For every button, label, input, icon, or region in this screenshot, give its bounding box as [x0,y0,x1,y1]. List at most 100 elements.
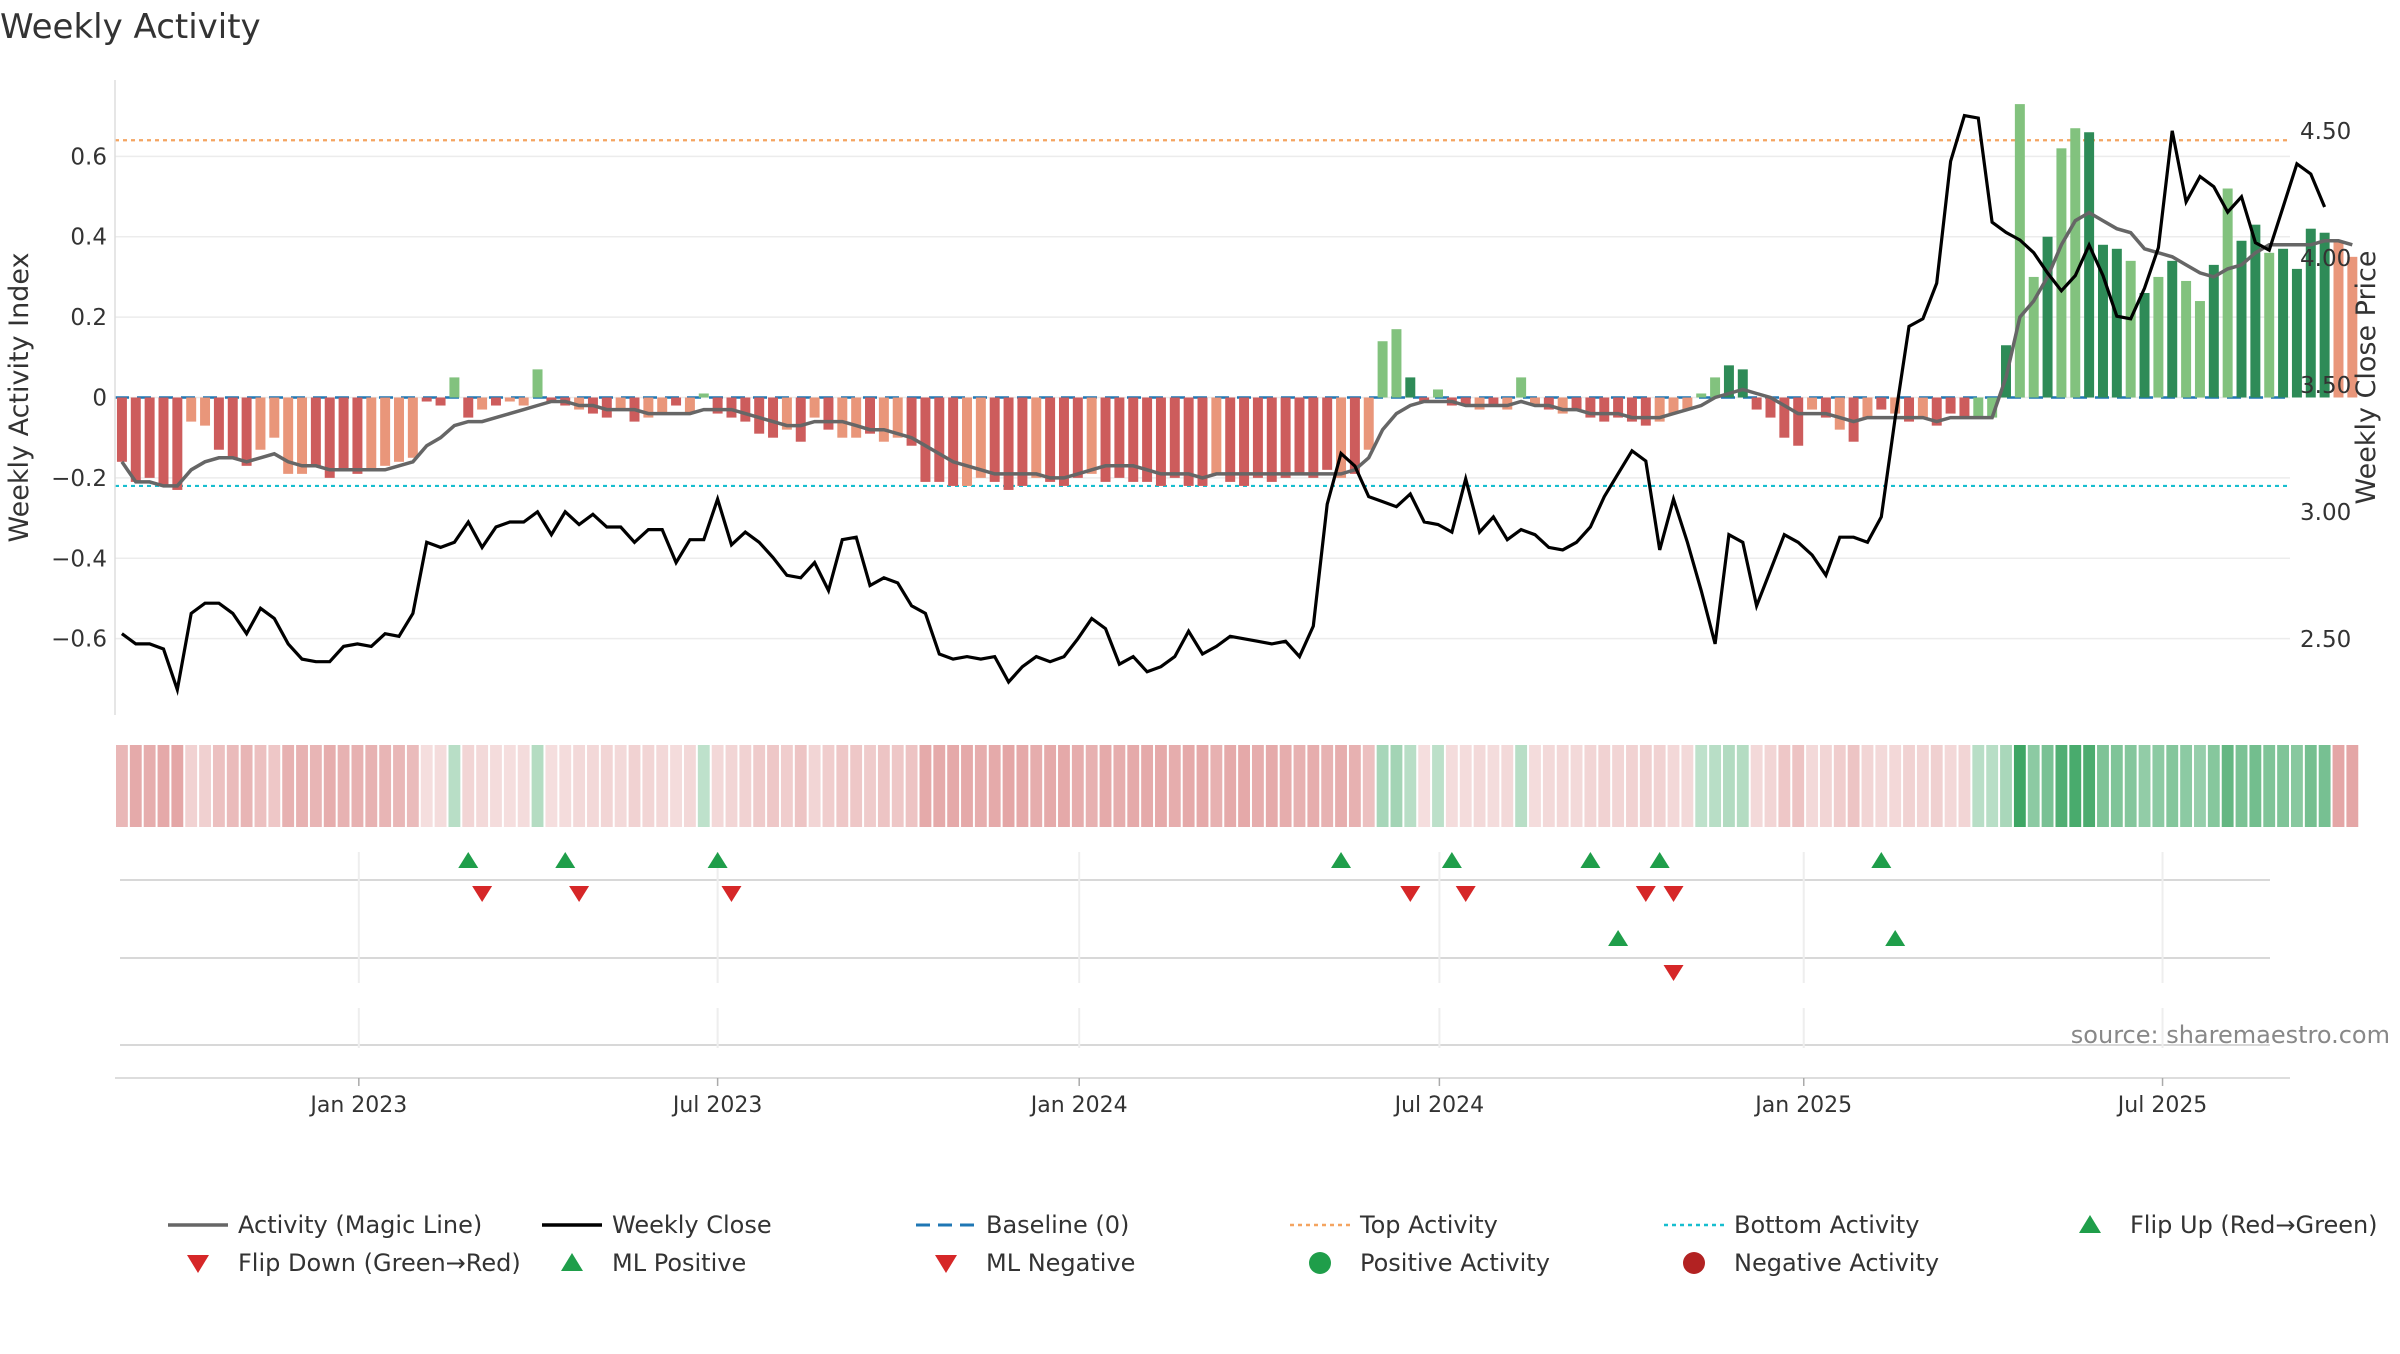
activity-bar [1252,397,1263,478]
activity-bar [2153,276,2164,398]
strip-cell [2207,745,2220,827]
activity-bar [2305,228,2316,398]
strip-cell [1681,745,1694,827]
activity-bar [1225,397,1236,482]
strip-cell [2277,745,2289,827]
strip-cell [2152,745,2165,827]
activity-bar [906,397,917,446]
strip-cell [961,745,973,827]
strip-cell [199,745,211,827]
strip-cell [1750,745,1763,827]
activity-bar [768,397,779,438]
activity-bar [283,397,294,474]
axes: −0.6 −0.4 −0.2 0 0.2 0.4 0.6 2.50 3.00 3.50 4.00 4.… [4,80,2382,715]
flip-down-marker [569,886,590,902]
activity-bar [712,397,723,414]
legend-label-mlpos: ML Positive [612,1249,746,1277]
flip-down-marker [472,886,493,902]
activity-bar [1696,393,1707,398]
activity-bar [1765,397,1776,418]
magic-line-series [120,210,2353,488]
x-tick-label: Jan 2024 [1029,1093,1128,1118]
flip-up-marker [555,852,576,868]
flip-up-marker [707,852,728,868]
strip-cell [1792,745,1805,827]
strip-cell [559,745,572,827]
strip-cell [1127,745,1140,827]
activity-bar [2222,188,2233,398]
strip-cell [185,745,198,827]
strip-cell [877,745,890,827]
activity-bar [1710,377,1721,398]
activity-bar [1474,397,1485,410]
x-tick-label: Jul 2025 [2116,1093,2208,1118]
activity-bar [1917,397,1928,418]
strip-cell [406,745,419,827]
strip-cell [2235,745,2248,827]
activity-bar [532,369,543,398]
strip-cell [1916,745,1929,827]
strip-cell [476,745,489,827]
strip-cell [1432,745,1444,827]
y-left-tick-label: −0.2 [51,466,107,492]
strip-cell [1044,745,1057,827]
legend[interactable]: Activity (Magic Line) Weekly Close Baselin… [168,1211,2378,1277]
activity-bar [116,397,127,462]
strip-cell [1778,745,1791,827]
flip-up-marker [1331,852,1352,868]
strip-cell [1279,745,1292,827]
activity-bar [366,397,377,470]
strip-cell [988,745,1001,827]
activity-bar [144,397,155,478]
strip-cell [490,745,502,827]
strip-cell [1141,745,1154,827]
strip-cell [2110,745,2123,827]
chart-title: Weekly Activity [0,7,261,47]
strip-cell [503,745,516,827]
strip-cell [1930,745,1943,827]
strip-cell [2124,745,2137,827]
strip-cell [1113,745,1126,827]
activity-bar [1100,397,1111,482]
strip-cell [1570,745,1583,827]
activity-bar [2291,268,2302,398]
activity-bar [1211,397,1222,474]
strip-cell [1598,745,1611,827]
y-left-axis-label: Weekly Activity Index [4,253,35,543]
strip-cell [309,745,322,827]
strip-cell [1819,745,1832,827]
strip-cell [157,745,170,827]
activity-strip [116,745,2359,827]
strip-cell [1612,745,1625,827]
flip-up-marker [1580,852,1601,868]
strip-cell [711,745,724,827]
activity-bar [504,397,515,402]
strip-cell [1293,745,1306,827]
strip-cell [780,745,793,827]
activity-bar [962,397,972,486]
strip-cell [212,745,225,827]
activity-bar [754,397,765,434]
strip-cell [1251,745,1264,827]
strip-cell [2304,745,2317,827]
strip-cell [1224,745,1237,827]
strip-cell [1861,745,1874,827]
strip-cell [1626,745,1638,827]
activity-bar [1848,397,1859,442]
activity-bar [394,397,404,462]
strip-cell [1168,745,1181,827]
strip-cell [2263,745,2276,827]
strip-cell [1390,745,1403,827]
activity-bar [1266,397,1277,482]
activity-bar [1862,397,1873,418]
y-right-tick-label: 2.50 [2300,627,2351,653]
legend-label-magic: Activity (Magic Line) [238,1211,482,1239]
strip-cell [1376,745,1389,827]
strip-cell [1362,745,1375,827]
strip-cell [420,745,433,827]
strip-cell [2027,745,2040,827]
strip-cell [1764,745,1777,827]
strip-cell [739,745,752,827]
activity-bar [2042,236,2053,398]
legend-label-baseline: Baseline (0) [986,1211,1129,1239]
